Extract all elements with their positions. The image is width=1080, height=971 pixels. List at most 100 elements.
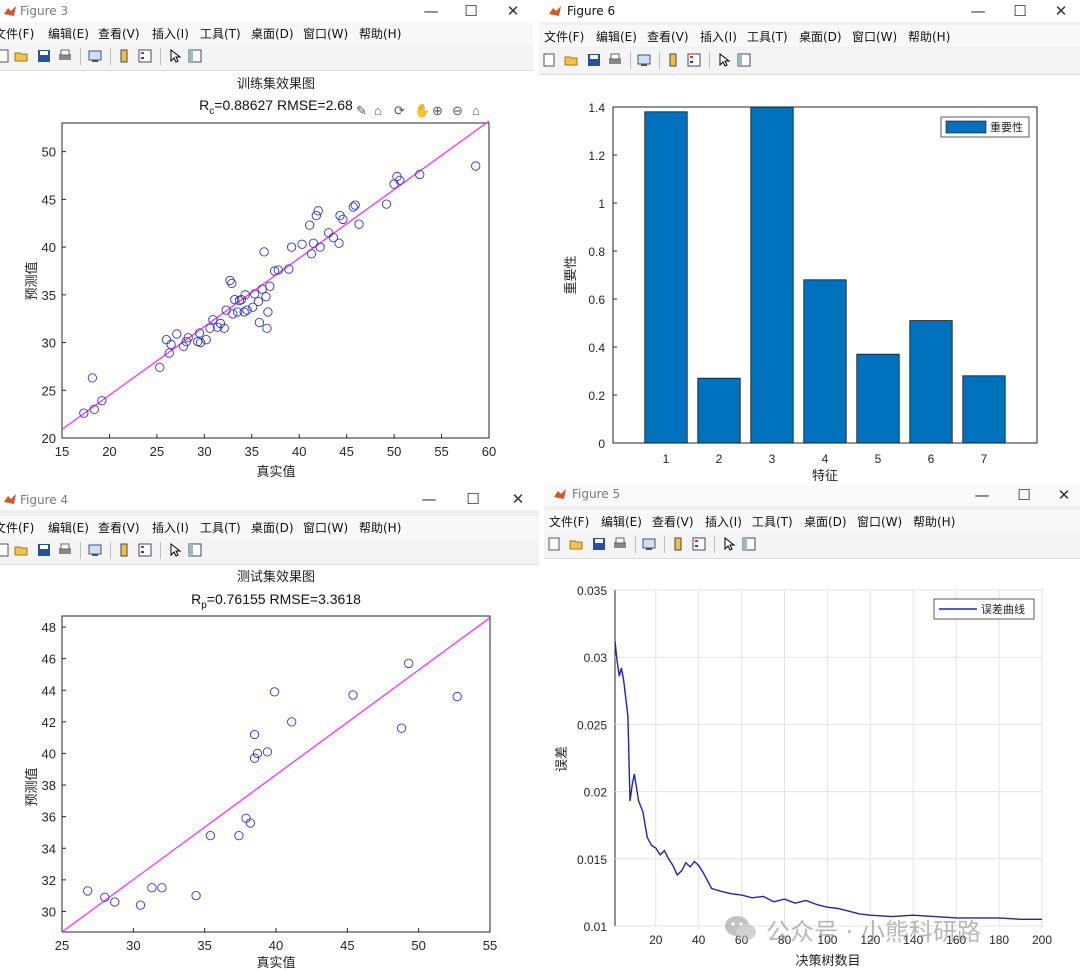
colorbar-icon[interactable]: [671, 537, 685, 551]
maximize-button[interactable]: ☐: [464, 2, 478, 20]
menu-insert[interactable]: 插入(I): [152, 521, 189, 535]
colorbar-icon[interactable]: [117, 49, 131, 63]
legend-icon[interactable]: [138, 49, 152, 63]
x-axis-label: 真实值: [256, 464, 295, 479]
print-icon[interactable]: [58, 49, 72, 63]
property-editor-icon[interactable]: [188, 49, 202, 63]
menu-insert[interactable]: 插入(I): [152, 27, 189, 41]
legend-icon[interactable]: [687, 53, 701, 67]
menu-help[interactable]: 帮助(H): [359, 521, 402, 535]
open-file-icon[interactable]: [564, 53, 578, 67]
brush-icon[interactable]: ✎: [356, 103, 367, 118]
titlebar[interactable]: Figure 4 — ☐ ✕: [0, 488, 539, 510]
menu-tools[interactable]: 工具(T): [200, 27, 241, 41]
menu-desktop[interactable]: 桌面(D): [804, 515, 847, 529]
pointer-icon[interactable]: [168, 543, 182, 557]
home-icon[interactable]: ⌂: [472, 103, 480, 118]
save-icon[interactable]: [592, 537, 606, 551]
scatter-point: [97, 396, 107, 406]
close-button[interactable]: ✕: [511, 490, 525, 508]
zoom-out-icon[interactable]: ⊖: [452, 103, 463, 118]
menu-file[interactable]: 文件(F): [0, 521, 35, 535]
new-figure-icon[interactable]: [0, 543, 10, 557]
menu-tools[interactable]: 工具(T): [747, 30, 788, 44]
menu-file[interactable]: 文件(F): [544, 30, 585, 44]
menu-edit[interactable]: 编辑(E): [48, 27, 89, 41]
minimize-button[interactable]: —: [421, 490, 437, 508]
print-icon[interactable]: [58, 543, 72, 557]
open-file-icon[interactable]: [14, 543, 28, 557]
menu-desktop[interactable]: 桌面(D): [251, 27, 294, 41]
menu-desktop[interactable]: 桌面(D): [799, 30, 842, 44]
watermark-text: 公众号 · 小熊科研路: [766, 917, 981, 946]
pan-icon[interactable]: ✋: [414, 103, 430, 118]
property-editor-icon[interactable]: [188, 543, 202, 557]
print-icon[interactable]: [608, 53, 622, 67]
x-tick-label: 50: [387, 444, 401, 459]
pointer-icon[interactable]: [722, 537, 736, 551]
new-figure-icon[interactable]: [0, 49, 10, 63]
link-plot-icon[interactable]: [88, 49, 102, 63]
minimize-button[interactable]: —: [974, 486, 990, 504]
menu-file[interactable]: 文件(F): [0, 27, 35, 41]
maximize-button[interactable]: ☐: [466, 490, 480, 508]
print-icon[interactable]: [613, 537, 627, 551]
link-plot-icon[interactable]: [642, 537, 656, 551]
pointer-icon[interactable]: [717, 53, 731, 67]
menu-window[interactable]: 窗口(W): [303, 27, 349, 41]
titlebar[interactable]: Figure 3 — ☐ ✕: [0, 0, 533, 22]
open-file-icon[interactable]: [569, 537, 583, 551]
menu-file[interactable]: 文件(F): [549, 515, 590, 529]
menu-help[interactable]: 帮助(H): [913, 515, 956, 529]
save-icon[interactable]: [587, 53, 601, 67]
new-figure-icon[interactable]: [542, 53, 556, 67]
titlebar[interactable]: Figure 5 — ☐ ✕: [544, 484, 1080, 506]
menu-view[interactable]: 查看(V): [98, 27, 140, 41]
menu-edit[interactable]: 编辑(E): [48, 521, 89, 535]
property-editor-icon[interactable]: [742, 537, 756, 551]
y-tick-label: 0.015: [577, 853, 607, 867]
rotate-icon[interactable]: ⟳: [394, 103, 405, 118]
maximize-button[interactable]: ☐: [1017, 486, 1031, 504]
zoom-in-icon[interactable]: ⊕: [432, 103, 443, 118]
menu-tools[interactable]: 工具(T): [752, 515, 793, 529]
scatter-point: [350, 200, 360, 210]
new-figure-icon[interactable]: [547, 537, 561, 551]
legend-icon[interactable]: [692, 537, 706, 551]
close-button[interactable]: ✕: [506, 2, 520, 20]
link-plot-icon[interactable]: [88, 543, 102, 557]
menu-insert[interactable]: 插入(I): [705, 515, 742, 529]
close-button[interactable]: ✕: [1057, 486, 1071, 504]
save-icon[interactable]: [37, 543, 51, 557]
colorbar-icon[interactable]: [666, 53, 680, 67]
colorbar-icon[interactable]: [117, 543, 131, 557]
menu-view[interactable]: 查看(V): [652, 515, 694, 529]
menu-window[interactable]: 窗口(W): [852, 30, 898, 44]
minimize-button[interactable]: —: [970, 2, 986, 20]
x-tick-label: 60: [482, 444, 496, 459]
open-file-icon[interactable]: [14, 49, 28, 63]
toolbar: [0, 538, 539, 565]
menu-window[interactable]: 窗口(W): [857, 515, 903, 529]
pointer-icon[interactable]: [168, 49, 182, 63]
menu-insert[interactable]: 插入(I): [700, 30, 737, 44]
maximize-button[interactable]: ☐: [1013, 2, 1027, 20]
data-tip-icon[interactable]: ⌂: [374, 103, 382, 118]
menu-view[interactable]: 查看(V): [98, 521, 140, 535]
menu-tools[interactable]: 工具(T): [200, 521, 241, 535]
titlebar[interactable]: Figure 6 — ☐ ✕: [539, 0, 1080, 22]
menu-view[interactable]: 查看(V): [647, 30, 689, 44]
menu-edit[interactable]: 编辑(E): [601, 515, 642, 529]
save-icon[interactable]: [37, 49, 51, 63]
legend-icon[interactable]: [138, 543, 152, 557]
y-tick-label: 34: [42, 841, 56, 856]
minimize-button[interactable]: —: [423, 2, 439, 20]
property-editor-icon[interactable]: [737, 53, 751, 67]
menu-window[interactable]: 窗口(W): [303, 521, 349, 535]
menu-edit[interactable]: 编辑(E): [596, 30, 637, 44]
menu-desktop[interactable]: 桌面(D): [251, 521, 294, 535]
menu-help[interactable]: 帮助(H): [908, 30, 951, 44]
link-plot-icon[interactable]: [637, 53, 651, 67]
close-button[interactable]: ✕: [1054, 2, 1068, 20]
menu-help[interactable]: 帮助(H): [359, 27, 402, 41]
